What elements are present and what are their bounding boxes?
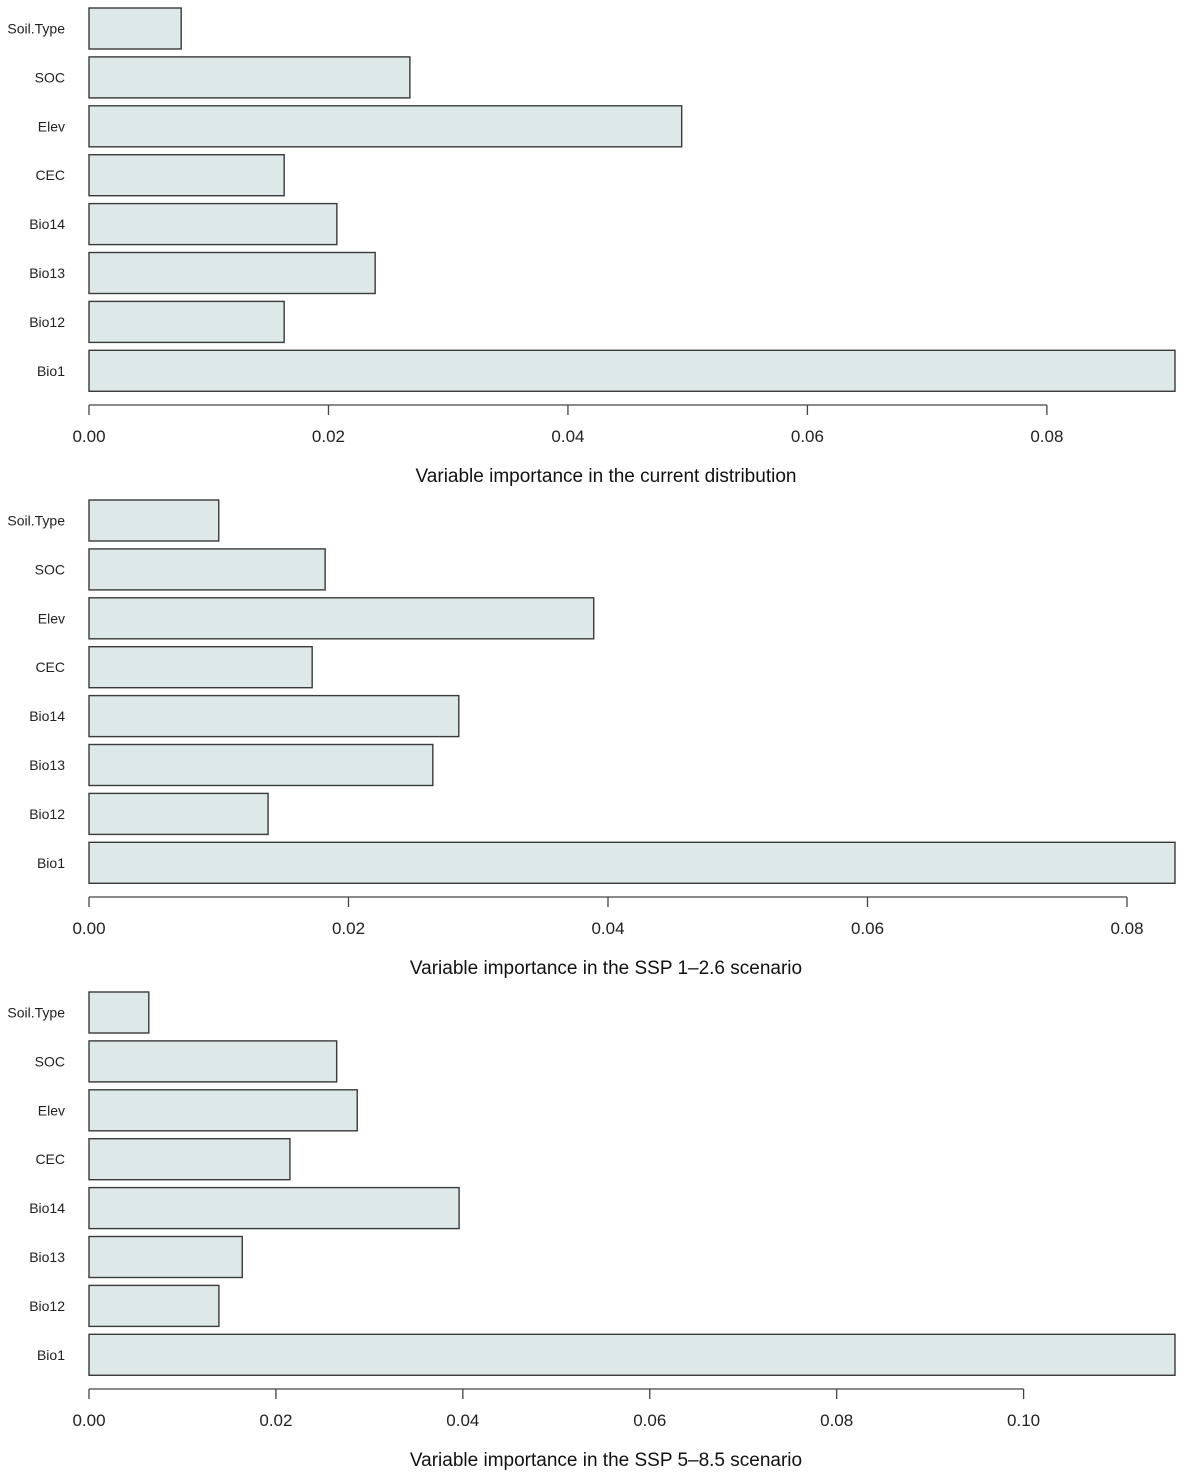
category-label: CEC bbox=[35, 659, 65, 675]
category-label: Elev bbox=[38, 1102, 65, 1118]
bar-bio14-current bbox=[88, 202, 338, 246]
bar-elev-ssp585 bbox=[88, 1089, 358, 1132]
bar-bio13-ssp585 bbox=[88, 1235, 243, 1279]
x-tick-label: 0.02 bbox=[332, 919, 365, 938]
category-label: Bio1 bbox=[37, 363, 65, 379]
bar-bio12-ssp585 bbox=[88, 1284, 220, 1328]
bar-bio1-current bbox=[88, 349, 1176, 392]
bar-soc-ssp585 bbox=[88, 1040, 338, 1083]
bar-bio12-ssp126 bbox=[88, 792, 269, 836]
bar-cec-current bbox=[88, 153, 285, 197]
x-tick-label: 0.06 bbox=[791, 427, 824, 446]
bar-soc-ssp126 bbox=[88, 548, 326, 591]
bar-bio14-ssp585 bbox=[88, 1186, 460, 1230]
x-tick-label: 0.04 bbox=[446, 1411, 479, 1430]
x-tick-label: 0.00 bbox=[72, 1411, 105, 1430]
category-label: Soil.Type bbox=[7, 21, 65, 37]
category-label: CEC bbox=[35, 1151, 65, 1167]
category-label: Elev bbox=[38, 118, 65, 134]
x-tick-label: 0.08 bbox=[1030, 427, 1063, 446]
x-tick-label: 0.06 bbox=[851, 919, 884, 938]
bar-bio14-ssp126 bbox=[88, 694, 460, 738]
bar-soil-type-current bbox=[88, 7, 182, 50]
bar-cec-ssp585 bbox=[88, 1137, 291, 1181]
bar-bio12-current bbox=[88, 300, 285, 344]
category-label: Elev bbox=[38, 610, 65, 626]
chart-caption: Variable importance in the current distr… bbox=[416, 466, 797, 487]
x-tick-label: 0.08 bbox=[1110, 919, 1143, 938]
category-label: Bio14 bbox=[29, 216, 65, 232]
bar-soil-type-ssp126 bbox=[88, 499, 220, 542]
category-label: Bio13 bbox=[29, 1249, 65, 1265]
bar-bio1-ssp126 bbox=[88, 841, 1176, 884]
category-label: Bio14 bbox=[29, 1200, 65, 1216]
bar-bio1-ssp585 bbox=[88, 1333, 1176, 1376]
x-tick-label: 0.02 bbox=[312, 427, 345, 446]
category-label: Bio14 bbox=[29, 708, 65, 724]
category-label: Bio12 bbox=[29, 1298, 65, 1314]
bar-soil-type-ssp585 bbox=[88, 991, 150, 1034]
category-label: Soil.Type bbox=[7, 513, 65, 529]
category-label: Bio13 bbox=[29, 757, 65, 773]
chart-caption: Variable importance in the SSP 5–8.5 sce… bbox=[410, 1450, 802, 1471]
category-label: Bio13 bbox=[29, 265, 65, 281]
category-label: SOC bbox=[35, 561, 65, 577]
x-tick-label: 0.06 bbox=[633, 1411, 666, 1430]
bar-bio13-current bbox=[88, 251, 376, 295]
bar-cec-ssp126 bbox=[88, 645, 313, 689]
chart-ssp126-scenario: Soil.Type SOC Elev CEC Bio14 Bio13 Bio12 Bio1 0.… bbox=[7, 499, 1176, 979]
chart-panel-ssp585: Soil.Type SOC Elev CEC Bio14 Bio13 Bio12 Bio1 0.… bbox=[0, 984, 1188, 1472]
category-label: Bio12 bbox=[29, 314, 65, 330]
bar-elev-ssp126 bbox=[88, 597, 595, 640]
bar-elev-current bbox=[88, 105, 683, 148]
category-label: CEC bbox=[35, 167, 65, 183]
x-tick-label: 0.04 bbox=[591, 919, 624, 938]
chart-caption: Variable importance in the SSP 1–2.6 sce… bbox=[410, 958, 802, 979]
chart-ssp585-scenario: Soil.Type SOC Elev CEC Bio14 Bio13 Bio12 Bio1 0.… bbox=[7, 991, 1176, 1471]
category-label: SOC bbox=[35, 1053, 65, 1069]
chart-current-distribution: Soil.Type SOC Elev CEC Bio14 Bio13 Bio12 Bio1 0.… bbox=[7, 7, 1176, 487]
x-tick-label: 0.08 bbox=[820, 1411, 853, 1430]
category-label: SOC bbox=[35, 69, 65, 85]
bar-soc-current bbox=[88, 56, 411, 99]
x-tick-label: 0.00 bbox=[72, 427, 105, 446]
bar-bio13-ssp126 bbox=[88, 743, 434, 787]
category-label: Soil.Type bbox=[7, 1005, 65, 1021]
chart-panel-ssp126: Soil.Type SOC Elev CEC Bio14 Bio13 Bio12 Bio1 0.… bbox=[0, 492, 1188, 982]
x-tick-label: 0.04 bbox=[551, 427, 584, 446]
category-label: Bio12 bbox=[29, 806, 65, 822]
x-tick-label: 0.10 bbox=[1007, 1411, 1040, 1430]
category-label: Bio1 bbox=[37, 855, 65, 871]
x-tick-label: 0.02 bbox=[259, 1411, 292, 1430]
category-label: Bio1 bbox=[37, 1347, 65, 1363]
chart-panel-current: Soil.Type SOC Elev CEC Bio14 Bio13 Bio12 Bio1 0.… bbox=[0, 0, 1188, 490]
x-tick-label: 0.00 bbox=[72, 919, 105, 938]
